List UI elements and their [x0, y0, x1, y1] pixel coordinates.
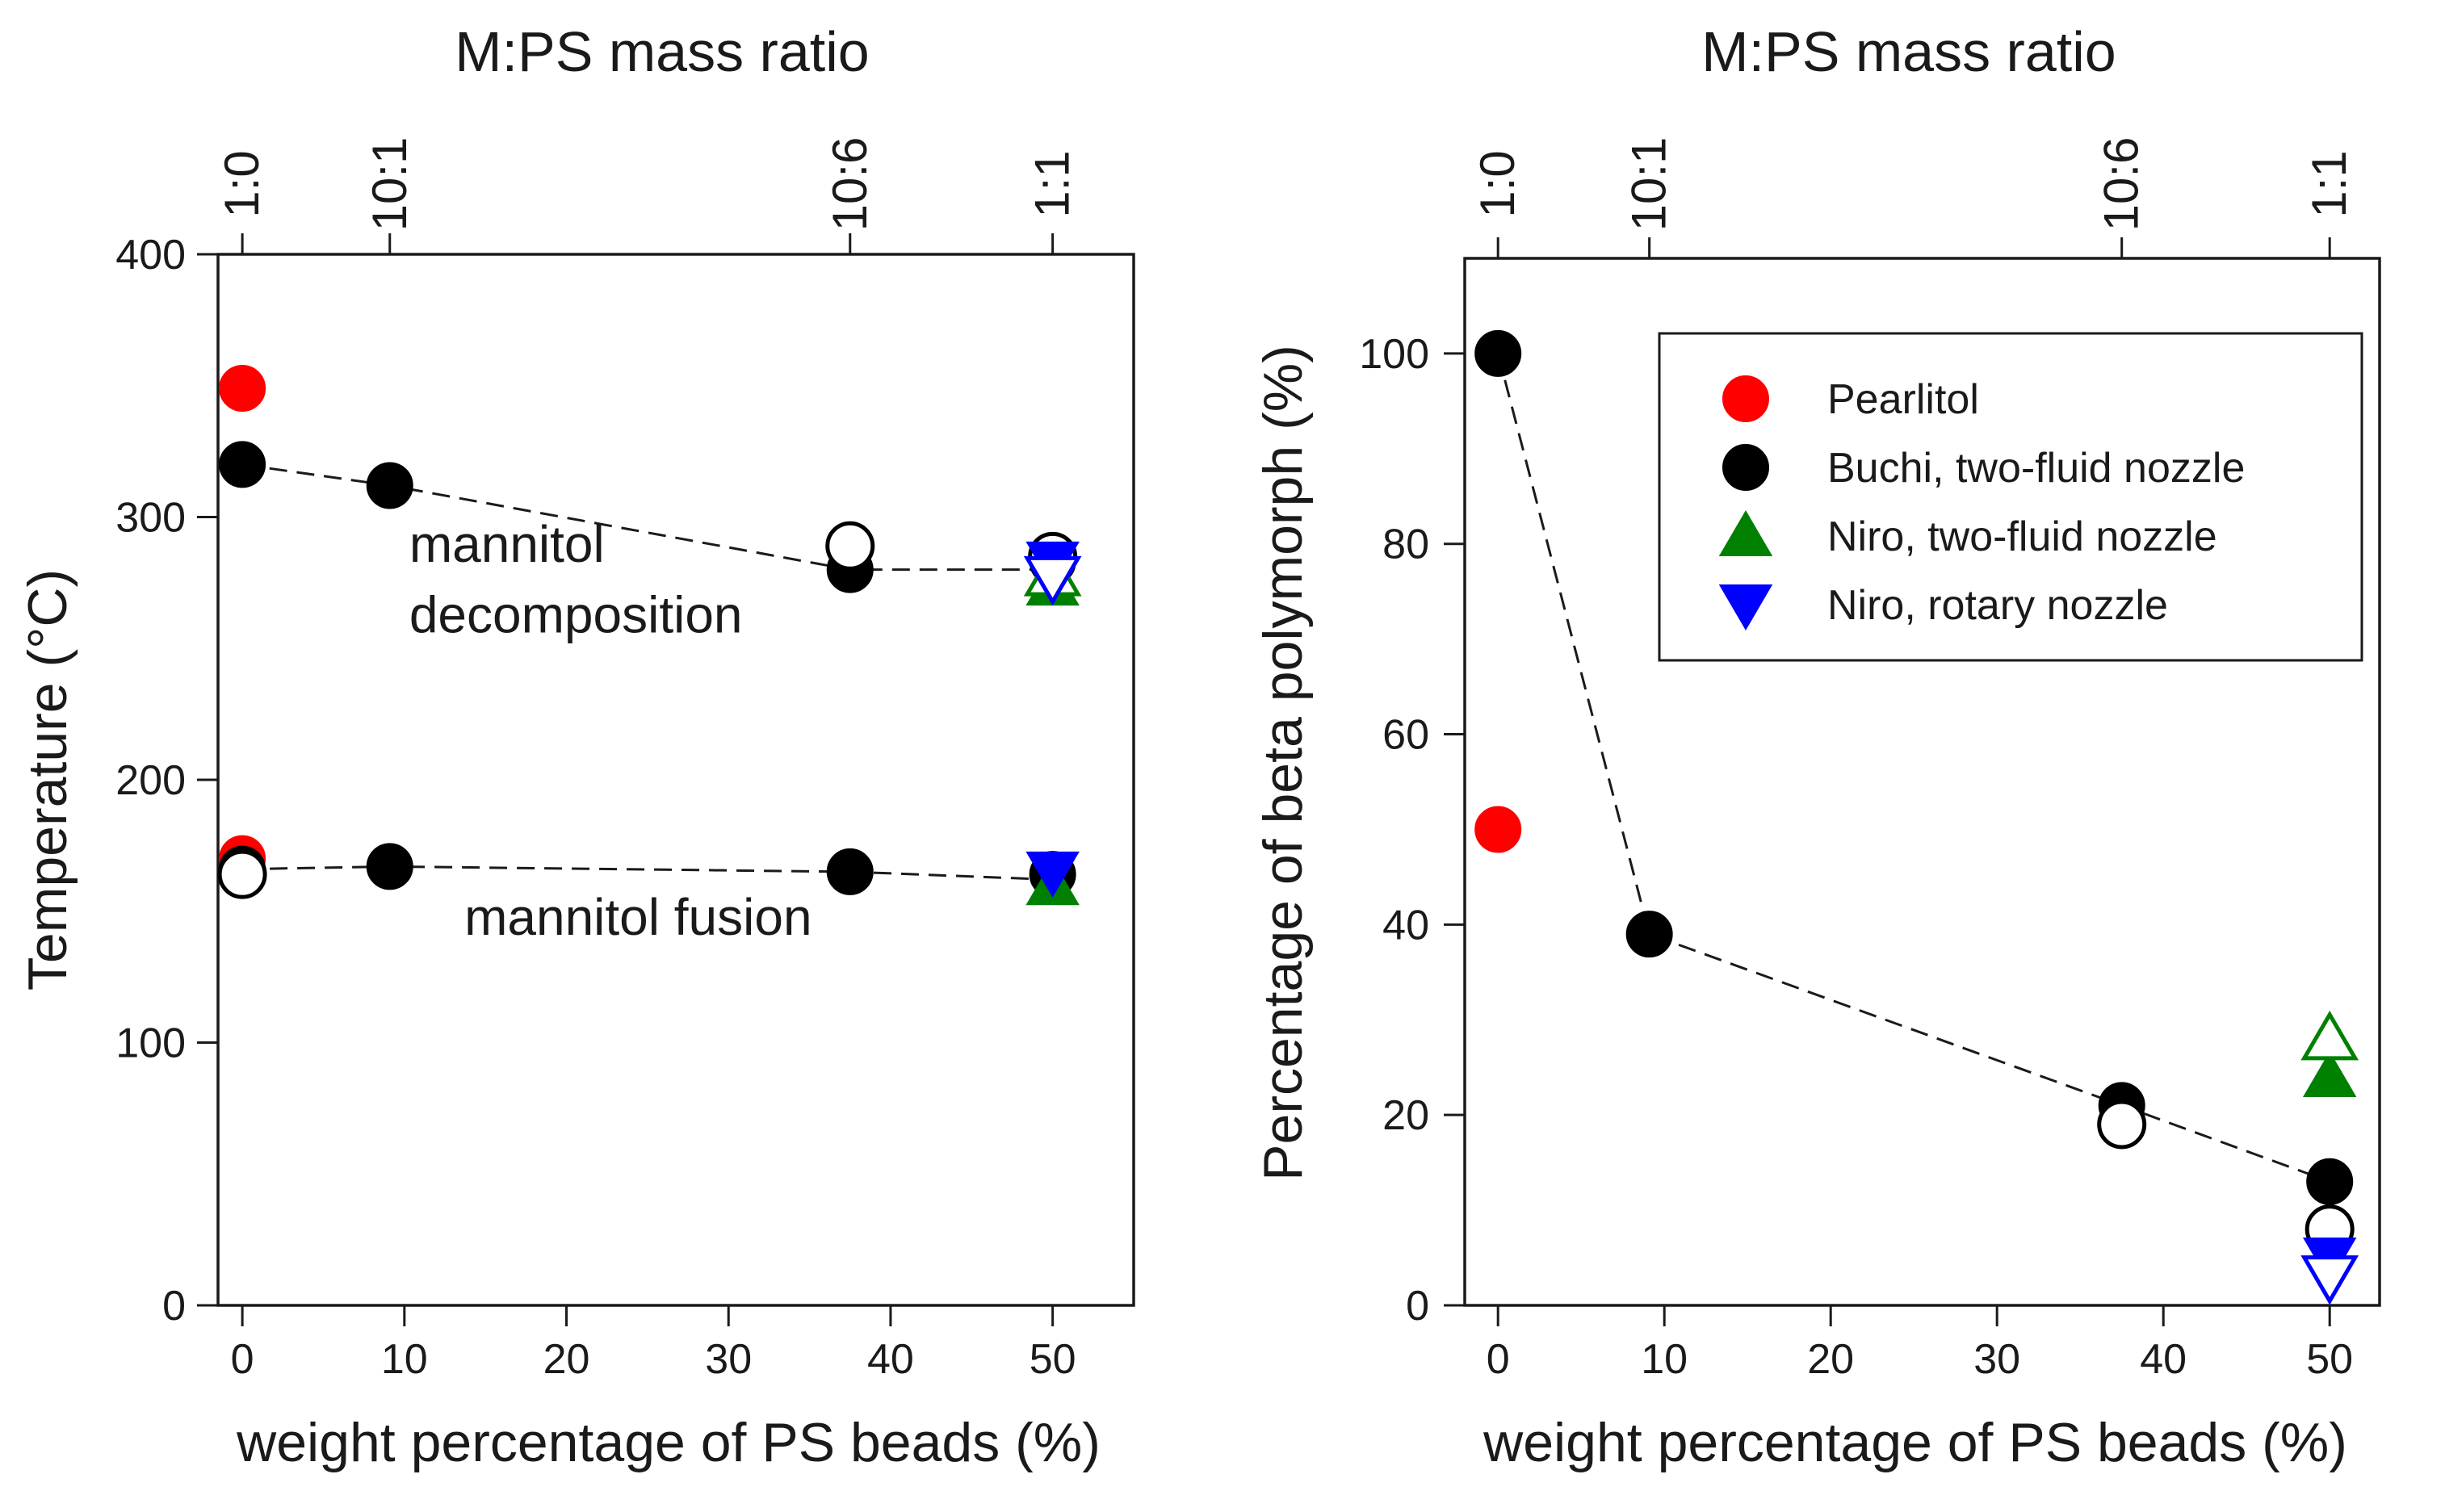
data-point [825, 521, 875, 571]
top-axis-title: M:PS mass ratio [455, 20, 869, 83]
data-point [2302, 1051, 2357, 1098]
trend-line [242, 865, 1053, 882]
annotation: mannitol [409, 515, 605, 573]
x-tick-label: 0 [231, 1336, 254, 1383]
data-point [1025, 851, 1080, 898]
data-point [2306, 1158, 2354, 1205]
data-point [1474, 806, 1522, 853]
x-tick-label: 40 [2140, 1336, 2187, 1383]
trend-line [1496, 353, 2330, 1183]
x-tick-label: 30 [1973, 1336, 2020, 1383]
data-point [219, 441, 266, 488]
y-tick-label: 100 [1359, 331, 1429, 378]
x-tick-label: 40 [867, 1336, 914, 1383]
x-tick-label: 0 [1487, 1336, 1510, 1383]
top-tick-label: 10:1 [1622, 137, 1676, 232]
legend-marker [1718, 510, 1773, 556]
top-tick-label: 10:1 [363, 137, 417, 232]
top-tick-label: 10:6 [2095, 137, 2149, 232]
x-tick-label: 30 [705, 1336, 752, 1383]
x-tick-label: 10 [1641, 1336, 1688, 1383]
data-point [2097, 1099, 2147, 1150]
data-point [366, 462, 413, 509]
data-point [2300, 1010, 2359, 1061]
plot-frame [216, 253, 1135, 1307]
legend-label: Pearlitol [1827, 376, 1979, 423]
x-tick-label: 20 [543, 1336, 590, 1383]
top-tick-label: 1:1 [2302, 150, 2356, 217]
x-tick-label: 50 [1030, 1336, 1076, 1383]
legend-marker [1718, 584, 1773, 630]
y-tick-label: 20 [1382, 1092, 1429, 1139]
legend-label: Buchi, two-fluid nozzle [1827, 445, 2245, 492]
legend-marker [1722, 444, 1769, 491]
y-tick-label: 60 [1382, 712, 1429, 759]
data-point [826, 848, 874, 895]
y-tick-label: 400 [115, 232, 186, 279]
data-point [1023, 555, 1082, 606]
trend-line [241, 463, 1053, 572]
y-tick-label: 80 [1382, 521, 1429, 568]
y-tick-label: 100 [115, 1020, 186, 1067]
x-axis-title: weight percentage of PS beads (%) [1483, 1412, 2347, 1473]
legend-label: Niro, two-fluid nozzle [1827, 513, 2217, 560]
data-point [219, 365, 266, 413]
data-point [1474, 329, 1522, 377]
y-tick-label: 0 [162, 1283, 186, 1330]
x-tick-label: 50 [2306, 1336, 2353, 1383]
chart-panel-2: 0 10 20 30 40 50 0 20 40 60 80 100 1:0 10:1 10:6 1:1 M:P… [1252, 20, 2381, 1473]
legend-box [1658, 332, 2363, 662]
legend: Pearlitol Buchi, two-fluid nozzle Niro, tw… [1658, 332, 2363, 662]
x-tick-label: 10 [381, 1336, 428, 1383]
top-tick-label: 10:6 [823, 137, 877, 232]
chart-panel-1: 0 10 20 30 40 50 0 100 200 300 400 1:0 10:1 10:6 1:1 M:… [17, 20, 1135, 1473]
y-tick-label: 300 [115, 495, 186, 542]
annotation: mannitol fusion [464, 888, 812, 946]
data-point [2300, 1255, 2359, 1305]
annotation: decomposition [409, 586, 743, 644]
y-tick-label: 40 [1382, 902, 1429, 949]
y-axis-title: Percentage of beta polymorph (%) [1252, 345, 1314, 1181]
y-tick-label: 0 [1406, 1283, 1429, 1330]
top-tick-label: 1:0 [1470, 150, 1524, 217]
plot-frame [1463, 257, 2381, 1307]
x-tick-label: 20 [1807, 1336, 1854, 1383]
top-tick-label: 1:0 [215, 150, 269, 217]
data-point [217, 849, 267, 899]
data-point [366, 843, 413, 890]
y-tick-label: 200 [115, 757, 186, 804]
data-point [1625, 911, 1673, 958]
x-axis-title: weight percentage of PS beads (%) [236, 1412, 1101, 1473]
legend-marker [1722, 375, 1769, 422]
top-tick-label: 1:1 [1025, 150, 1080, 217]
top-axis-title: M:PS mass ratio [1701, 20, 2116, 83]
y-axis-title: Temperature (°C) [17, 569, 78, 991]
legend-label: Niro, rotary nozzle [1827, 582, 2168, 629]
